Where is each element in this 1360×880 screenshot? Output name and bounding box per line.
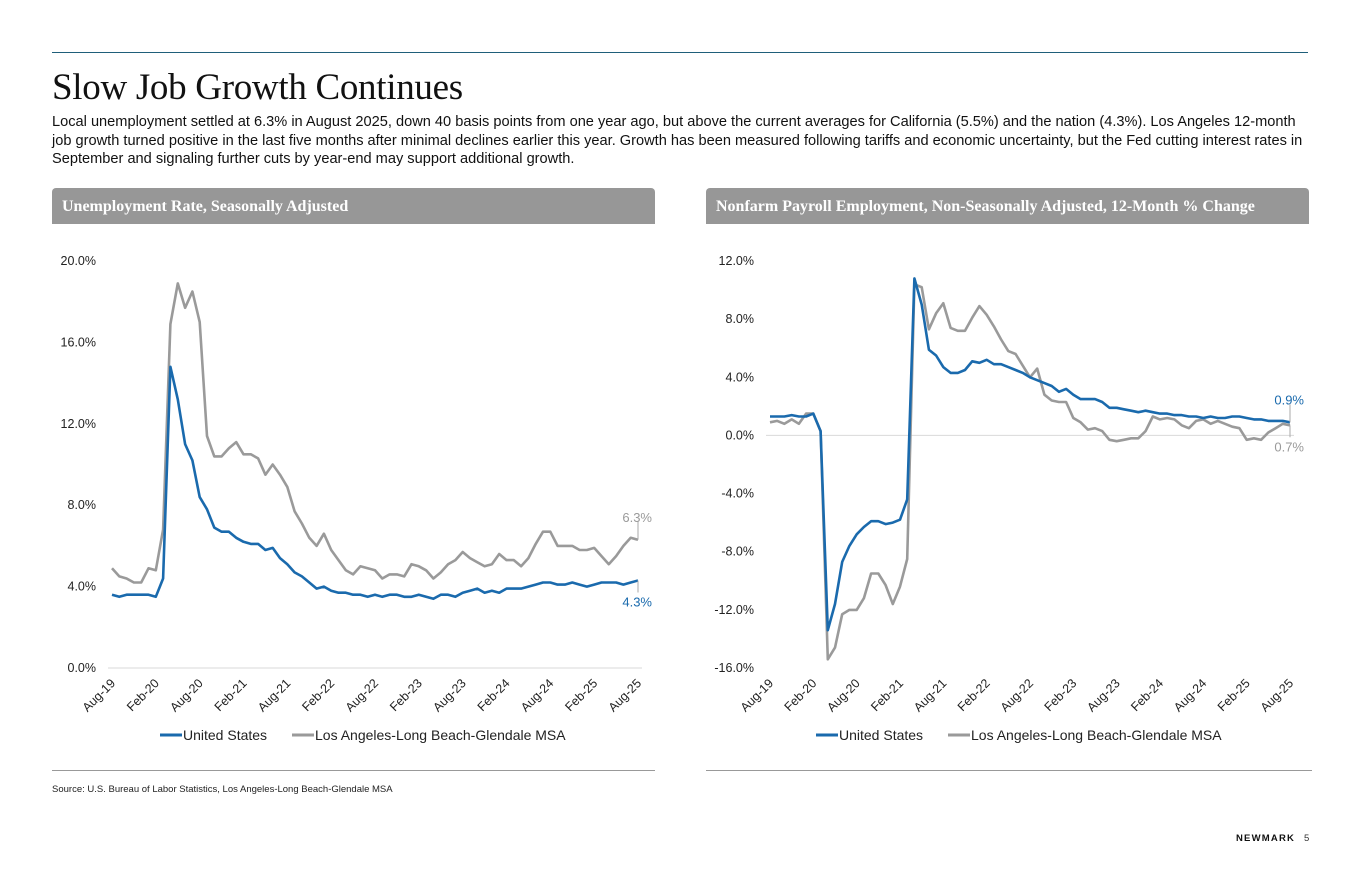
y-tick-label: -4.0% bbox=[721, 487, 754, 501]
x-tick-label: Aug-23 bbox=[1084, 676, 1122, 714]
x-tick-label: Feb-23 bbox=[387, 676, 425, 714]
x-tick-label: Aug-21 bbox=[911, 676, 949, 714]
chart-left-title: Unemployment Rate, Seasonally Adjusted bbox=[52, 188, 655, 224]
x-tick-label: Aug-23 bbox=[430, 676, 468, 714]
x-tick-label: Feb-25 bbox=[562, 676, 600, 714]
y-tick-label: 4.0% bbox=[726, 370, 755, 384]
x-tick-label: Aug-25 bbox=[606, 676, 644, 714]
end-label-los-angeles: 0.7% bbox=[1274, 439, 1304, 454]
x-tick-label: Feb-24 bbox=[475, 676, 513, 714]
x-tick-label: Feb-22 bbox=[299, 676, 337, 714]
y-tick-label: 12.0% bbox=[719, 254, 754, 268]
series-line-los-angeles bbox=[111, 282, 639, 584]
x-tick-label: Aug-24 bbox=[518, 676, 556, 714]
x-tick-label: Feb-21 bbox=[212, 676, 250, 714]
top-rule bbox=[52, 52, 1308, 53]
x-tick-label: Aug-22 bbox=[343, 676, 381, 714]
brand-logo: NEWMARK bbox=[1236, 833, 1296, 844]
payroll-employment-chart: -16.0% -12.0% -8.0% -4.0% 0.0% 4.0% 8.0% 12.0% A… bbox=[714, 254, 1304, 743]
x-tick-label: Feb-24 bbox=[1128, 676, 1166, 714]
legend-label-los-angeles: Los Angeles-Long Beach-Glendale MSA bbox=[971, 727, 1222, 743]
x-tick-label: Aug-20 bbox=[167, 676, 205, 714]
series-line-los-angeles bbox=[769, 282, 1291, 661]
end-label-los-angeles: 6.3% bbox=[622, 510, 652, 525]
x-tick-label: Feb-20 bbox=[782, 676, 820, 714]
page-title: Slow Job Growth Continues bbox=[52, 67, 463, 108]
y-tick-label: -12.0% bbox=[714, 603, 754, 617]
x-tick-label: Aug-22 bbox=[998, 676, 1036, 714]
page-number: 5 bbox=[1304, 833, 1310, 844]
y-tick-label: 4.0% bbox=[68, 580, 97, 594]
series-line-united-states bbox=[770, 277, 1291, 632]
y-tick-label: -16.0% bbox=[714, 661, 754, 675]
unemployment-rate-chart: 0.0%4.0%8.0%12.0%16.0%20.0%Aug-19 Feb-20 A… bbox=[61, 254, 653, 743]
end-label-united-states: 4.3% bbox=[622, 594, 652, 609]
y-tick-label: 0.0% bbox=[726, 428, 755, 442]
y-tick-label: 8.0% bbox=[726, 312, 755, 326]
x-tick-label: Feb-23 bbox=[1042, 676, 1080, 714]
y-tick-label: 16.0% bbox=[61, 335, 96, 349]
bottom-rule-right bbox=[706, 770, 1312, 771]
end-label-united-states: 0.9% bbox=[1274, 392, 1304, 407]
x-tick-label: Aug-19 bbox=[80, 676, 118, 714]
intro-paragraph: Local unemployment settled at 6.3% in Au… bbox=[52, 114, 1303, 168]
x-tick-label: Aug-21 bbox=[255, 676, 293, 714]
legend-label-los-angeles: Los Angeles-Long Beach-Glendale MSA bbox=[315, 727, 566, 743]
x-tick-label: Feb-21 bbox=[868, 676, 906, 714]
x-tick-label: Aug-20 bbox=[824, 676, 862, 714]
x-tick-label: Aug-19 bbox=[738, 676, 776, 714]
x-tick-label: Aug-24 bbox=[1171, 676, 1209, 714]
source-note: Source: U.S. Bureau of Labor Statistics,… bbox=[52, 784, 393, 795]
y-tick-label: 0.0% bbox=[68, 661, 97, 675]
x-tick-label: Aug-25 bbox=[1258, 676, 1296, 714]
y-tick-label: 8.0% bbox=[68, 498, 97, 512]
y-tick-label: -8.0% bbox=[721, 545, 754, 559]
legend-label-united-states: United States bbox=[183, 727, 267, 743]
y-tick-label: 12.0% bbox=[61, 417, 96, 431]
y-tick-label: 20.0% bbox=[61, 254, 96, 268]
series-line-united-states bbox=[111, 365, 639, 601]
chart-right-title: Nonfarm Payroll Employment, Non-Seasonal… bbox=[706, 188, 1309, 224]
x-tick-label: Feb-25 bbox=[1215, 676, 1253, 714]
x-tick-label: Feb-20 bbox=[124, 676, 162, 714]
bottom-rule-left bbox=[52, 770, 655, 771]
x-tick-label: Feb-22 bbox=[955, 676, 993, 714]
legend-label-united-states: United States bbox=[839, 727, 923, 743]
